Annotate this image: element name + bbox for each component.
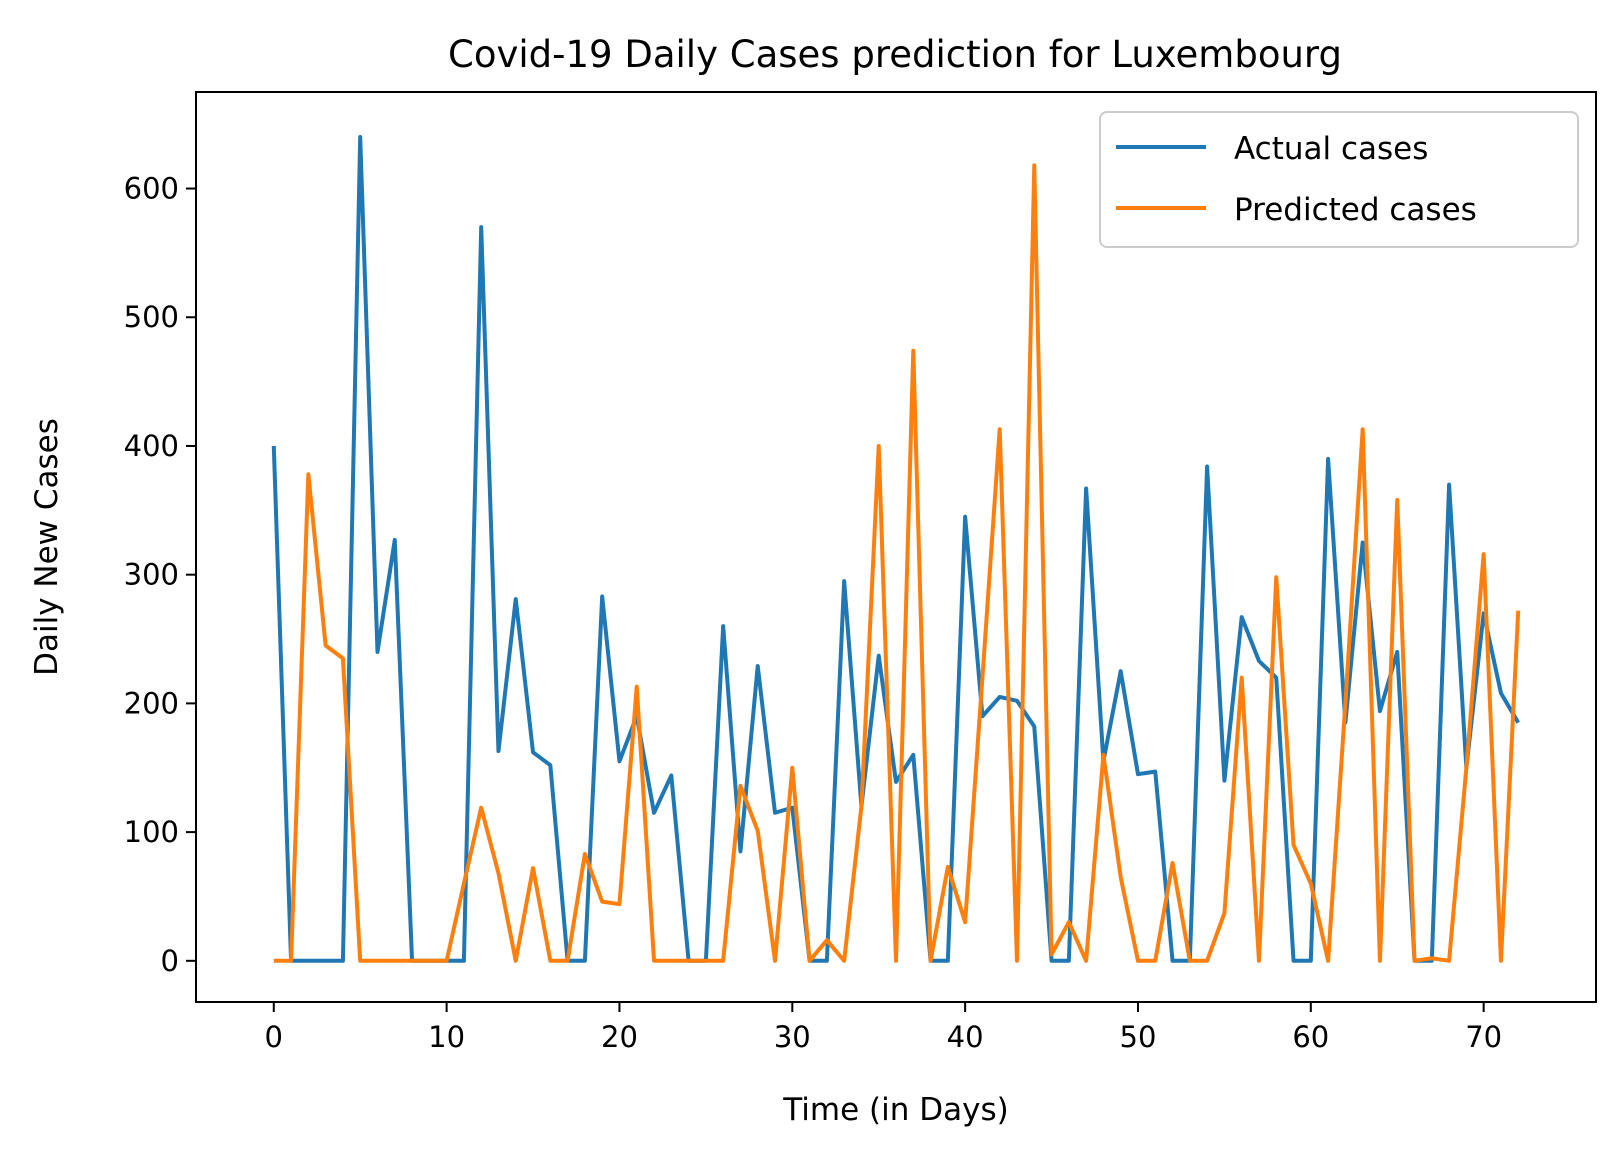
x-tick-label: 0 (265, 1020, 283, 1054)
y-tick-label: 400 (124, 429, 179, 463)
x-axis-ticks: 0 10 20 30 40 50 60 70 (265, 1002, 1502, 1054)
legend: Actual cases Predicted cases (1099, 111, 1579, 248)
y-tick-label: 500 (124, 300, 179, 334)
legend-label-actual: Actual cases (1234, 131, 1428, 167)
x-axis-label: Time (in Days) (782, 1092, 1008, 1128)
x-tick-label: 20 (601, 1020, 638, 1054)
series-line-predicted (273, 163, 1521, 963)
series-layer (271, 135, 1521, 963)
x-tick-label: 10 (428, 1020, 465, 1054)
y-axis-ticks: 0 100 200 300 400 500 600 (124, 172, 196, 978)
plot-frame (195, 91, 1597, 1003)
x-tick-label: 30 (774, 1020, 811, 1054)
y-tick-label: 0 (161, 944, 179, 978)
x-tick-label: 60 (1292, 1020, 1329, 1054)
legend-box (1099, 111, 1579, 248)
y-tick-label: 600 (124, 172, 179, 206)
x-tick-label: 50 (1120, 1020, 1157, 1054)
series-line-actual (271, 135, 1520, 963)
y-tick-label: 300 (124, 558, 179, 592)
x-tick-label: 40 (947, 1020, 984, 1054)
y-axis-label: Daily New Cases (29, 418, 65, 676)
x-tick-label: 70 (1465, 1020, 1502, 1054)
chart-title: Covid-19 Daily Cases prediction for Luxe… (448, 33, 1342, 76)
y-tick-label: 100 (124, 815, 179, 849)
legend-label-predicted: Predicted cases (1234, 192, 1477, 228)
y-tick-label: 200 (124, 686, 179, 720)
